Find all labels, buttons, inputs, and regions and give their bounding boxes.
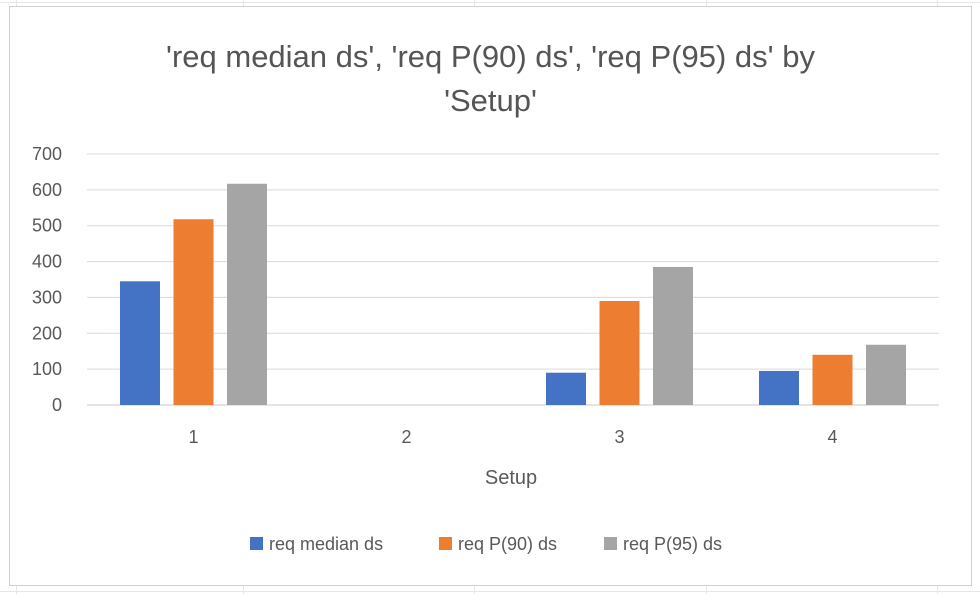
bar[interactable] xyxy=(866,344,906,405)
legend-label: req P(90) ds xyxy=(458,534,557,554)
x-tick-label: 4 xyxy=(827,427,837,447)
legend-swatch xyxy=(604,537,617,550)
bar[interactable] xyxy=(173,219,214,405)
bar[interactable] xyxy=(120,281,160,405)
y-axis-ticks: 0 100 200 300 400 500 600 700 xyxy=(32,144,62,415)
legend-swatch xyxy=(439,537,452,550)
bar[interactable] xyxy=(227,183,267,405)
bar[interactable] xyxy=(599,301,640,405)
y-tick-label: 200 xyxy=(32,323,62,343)
y-tick-label: 400 xyxy=(32,252,62,272)
bar[interactable] xyxy=(759,370,799,405)
chart-title: 'req median ds', 'req P(90) ds', 'req P(… xyxy=(166,39,815,118)
y-tick-label: 600 xyxy=(32,180,62,200)
y-tick-label: 300 xyxy=(32,287,62,307)
sheet-gridline xyxy=(0,2,980,3)
x-axis-title: Setup xyxy=(485,467,537,489)
chart-frame[interactable]: 'req median ds', 'req P(90) ds', 'req P(… xyxy=(9,6,972,586)
bar[interactable] xyxy=(812,354,853,405)
x-axis-ticks: 1 2 3 4 xyxy=(188,427,837,447)
x-tick-label: 3 xyxy=(614,427,624,447)
gridlines xyxy=(87,153,939,406)
legend-label: req median ds xyxy=(269,534,383,554)
sheet-gridline xyxy=(0,591,980,592)
x-tick-label: 2 xyxy=(401,427,411,447)
legend-swatch xyxy=(250,537,263,550)
x-tick-label: 1 xyxy=(188,427,198,447)
legend-label: req P(95) ds xyxy=(623,534,722,554)
y-tick-label: 700 xyxy=(32,144,62,164)
chart-plot: 0 100 200 300 400 500 600 700 1 2 3 4 Setup req me… xyxy=(32,144,939,554)
bars xyxy=(120,183,906,405)
legend: req median ds req P(90) ds req P(95) ds xyxy=(250,534,722,554)
bar[interactable] xyxy=(653,266,693,405)
y-tick-label: 100 xyxy=(32,359,62,379)
y-tick-label: 500 xyxy=(32,216,62,236)
bar[interactable] xyxy=(546,372,586,405)
y-tick-label: 0 xyxy=(52,395,62,415)
